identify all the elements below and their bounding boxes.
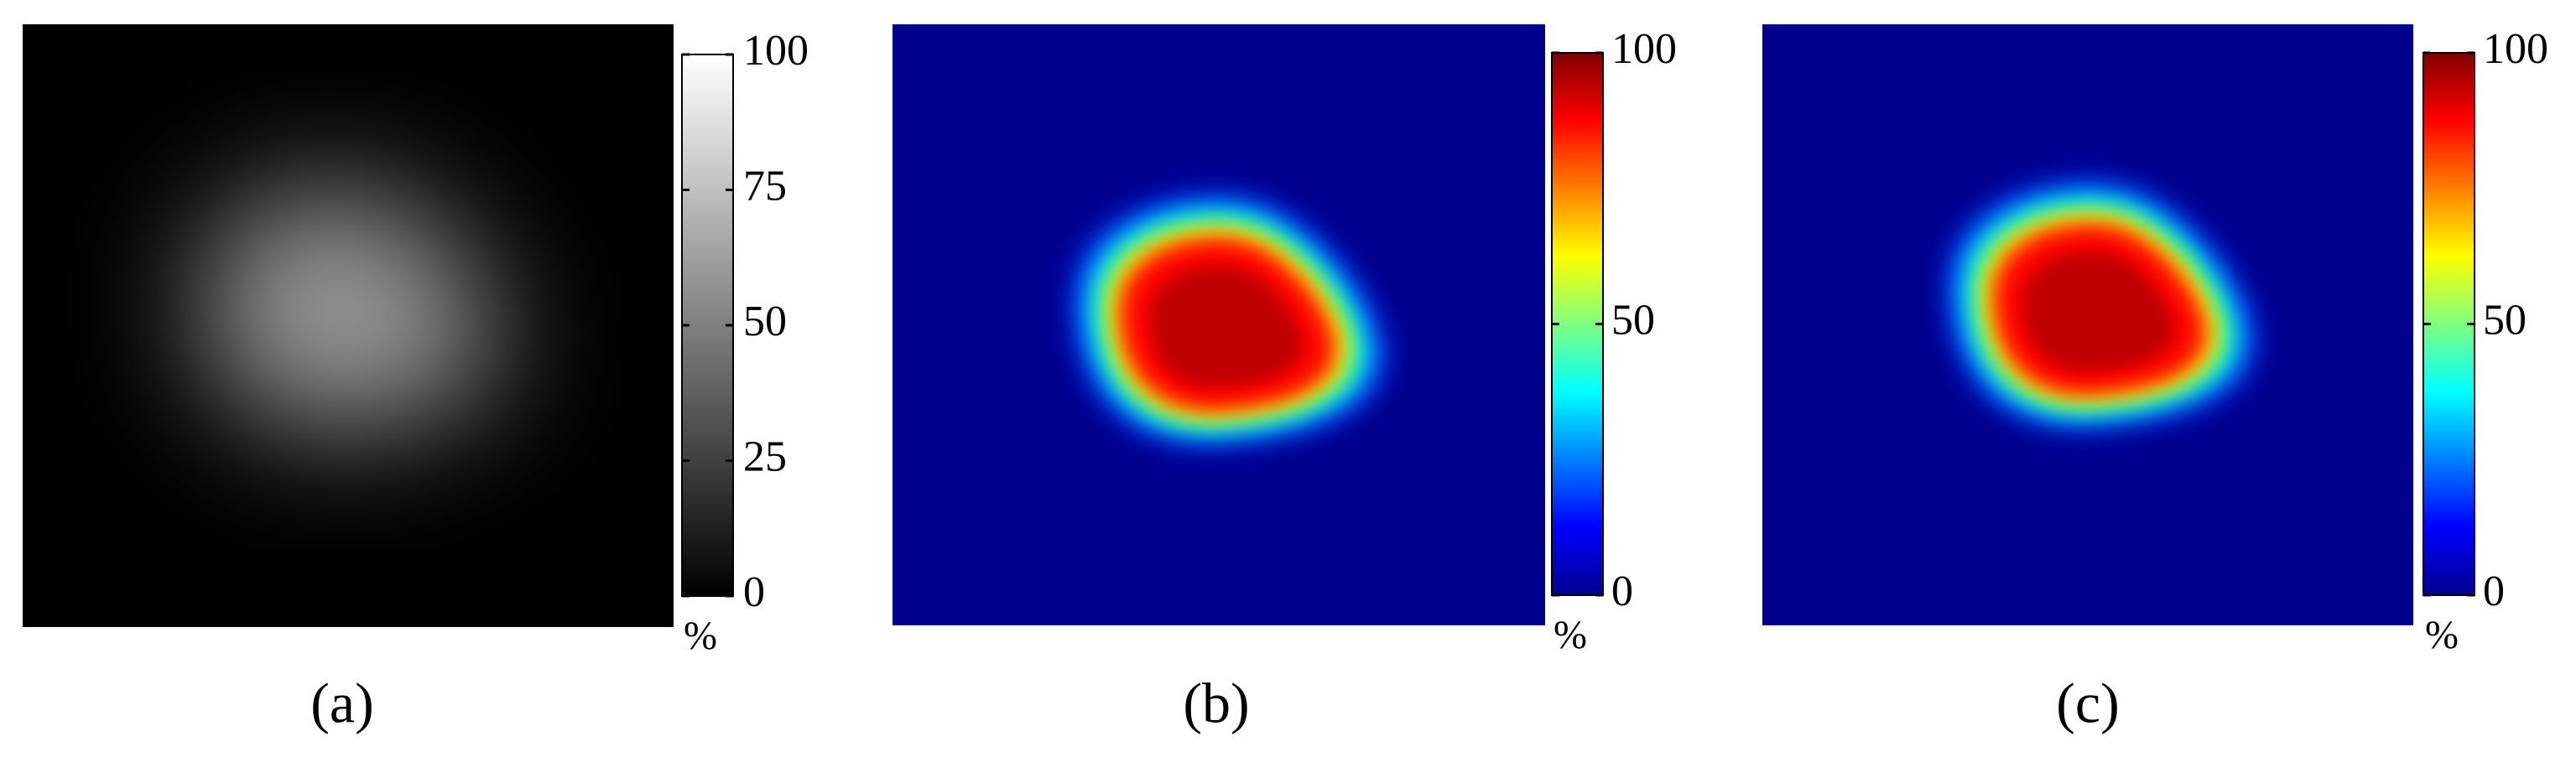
intensity-map (1074, 195, 1385, 444)
panel: 0 50 100% (c) (1762, 24, 2548, 735)
colorbar-unit: % (2425, 613, 2459, 657)
colorbar (681, 54, 734, 597)
colorbar-tick-label: 100 (2483, 25, 2548, 73)
intensity-map (200, 190, 499, 429)
panel-caption: (a) (310, 671, 373, 735)
colorbar-tick-label: 50 (743, 298, 787, 345)
intensity-map (1948, 182, 2256, 428)
colorbar-tick-label: 0 (743, 568, 765, 616)
intensity-contour (1149, 266, 1303, 388)
panel: 0 25 50 75 100% (a) (23, 24, 809, 735)
panel-caption: (c) (2056, 671, 2119, 735)
colorbar-tick-label: 100 (1611, 25, 1677, 73)
colorbar-unit: % (684, 614, 717, 658)
intensity-contour (2022, 251, 2174, 372)
colorbar-tick-label: 75 (743, 162, 787, 210)
colorbar-unit: % (1553, 613, 1587, 657)
colorbar-tick-label: 100 (743, 27, 809, 75)
colorbar-tick-label: 0 (2483, 568, 2505, 615)
colorbar (1551, 52, 1604, 596)
panel: 0 50 100% (b) (892, 24, 1677, 735)
intensity-blob (200, 190, 499, 429)
colorbar-tick-label: 50 (2483, 296, 2527, 344)
colorbar (2422, 52, 2475, 596)
colorbar-tick-label: 0 (1611, 568, 1633, 615)
colorbar-tick-label: 25 (743, 433, 787, 480)
colorbar-tick-label: 50 (1611, 296, 1655, 344)
panel-caption: (b) (1183, 671, 1249, 735)
